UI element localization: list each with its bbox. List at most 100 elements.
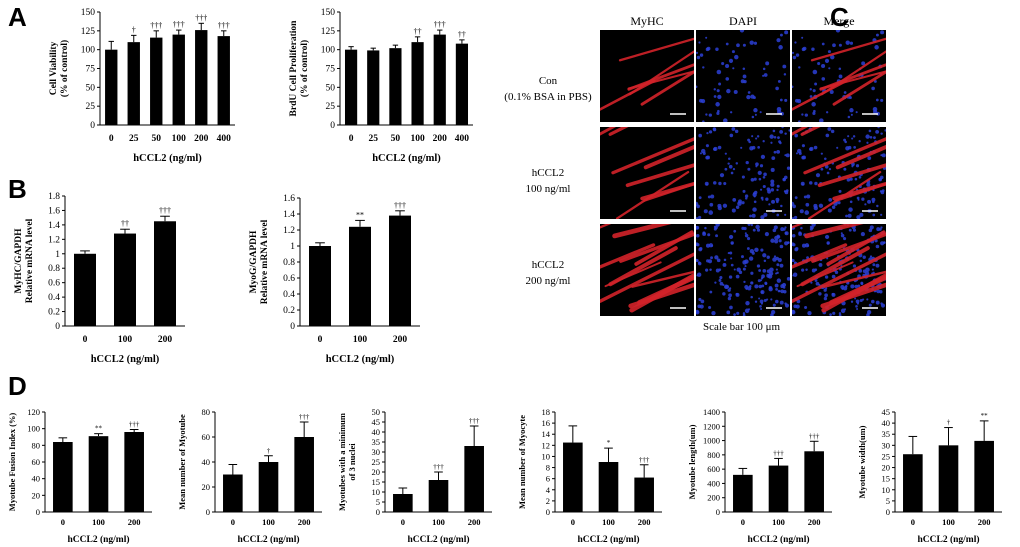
bar <box>195 30 208 125</box>
nucleus <box>776 38 781 43</box>
nucleus <box>776 271 779 275</box>
nucleus <box>733 268 736 271</box>
nucleus <box>805 202 810 207</box>
nucleus <box>785 153 790 158</box>
x-axis-title: hCCL2 (ng/ml) <box>326 354 395 365</box>
nucleus <box>850 284 855 289</box>
myotube <box>800 246 870 287</box>
nucleus <box>869 135 873 139</box>
nucleus <box>776 235 781 239</box>
y-tick-label: 10 <box>542 451 551 461</box>
nucleus <box>773 225 778 230</box>
nucleus <box>755 224 760 230</box>
nucleus <box>823 288 827 292</box>
nucleus <box>778 140 782 144</box>
myotube <box>835 144 886 170</box>
nucleus <box>749 214 752 218</box>
chart-b-myhc-gapdh: 0 0.2 0.4 0.6 0.8 1 1.2 1.4 1.6 1.8 0 †† 100 ††† 200 hC… <box>14 192 185 365</box>
myotube <box>810 37 886 62</box>
y-tick-label: 1.6 <box>48 206 60 216</box>
nucleus <box>847 115 851 119</box>
nucleus <box>707 233 711 237</box>
nucleus <box>705 155 709 160</box>
y-tick-label: 0.4 <box>48 293 60 303</box>
x-tick-label: 0 <box>741 517 745 527</box>
nucleus <box>749 40 754 45</box>
nucleus <box>812 89 816 93</box>
nucleus <box>812 69 818 75</box>
nucleus <box>731 127 736 131</box>
x-tick-label: 0 <box>911 517 915 527</box>
y-tick-label: 30 <box>372 447 381 457</box>
nucleus <box>818 292 822 296</box>
nucleus <box>829 313 832 316</box>
nucleus <box>792 204 796 209</box>
nucleus <box>770 167 775 172</box>
nucleus <box>709 290 713 294</box>
nucleus <box>774 299 779 304</box>
nucleus <box>761 198 764 201</box>
x-tick-label: 400 <box>455 134 470 144</box>
nucleus <box>717 109 720 113</box>
nucleus <box>780 227 785 232</box>
y-axis-title: Myotube Fusion Index (%) <box>7 413 17 512</box>
bar <box>223 474 243 512</box>
y-tick-label: 10 <box>372 487 381 497</box>
bar <box>563 442 583 512</box>
x-axis-title: hCCL2 (ng/ml) <box>407 534 469 545</box>
y-tick-label: 30 <box>882 440 891 450</box>
nucleus <box>848 228 852 232</box>
nucleus <box>785 189 789 192</box>
nucleus <box>698 215 702 219</box>
nucleus <box>772 129 776 133</box>
significance-mark: ††† <box>173 20 185 29</box>
nucleus <box>827 127 832 131</box>
column-header-myhc: MyHC <box>630 14 664 28</box>
y-tick-label: 20 <box>32 490 41 500</box>
bar <box>634 477 654 512</box>
x-tick-label: 100 <box>172 134 187 144</box>
nucleus <box>849 108 854 113</box>
nucleus <box>776 278 782 283</box>
nucleus <box>866 313 870 316</box>
nucleus <box>768 286 773 292</box>
nucleus <box>774 283 779 288</box>
column-header-dapi: DAPI <box>728 14 757 28</box>
nucleus <box>759 111 762 114</box>
row-label-200-line1: hCCL2 <box>531 259 565 271</box>
nucleus <box>855 305 858 308</box>
nucleus <box>861 61 866 66</box>
significance-mark: ††† <box>639 456 650 464</box>
nucleus <box>708 113 712 117</box>
nucleus <box>830 129 835 134</box>
x-tick-label: 100 <box>772 517 785 527</box>
nucleus <box>876 204 879 208</box>
nucleus <box>750 271 754 275</box>
nucleus <box>872 106 878 112</box>
nucleus <box>869 225 874 230</box>
nucleus <box>723 258 727 262</box>
y-tick-label: 20 <box>202 482 211 492</box>
nucleus <box>792 258 794 262</box>
nucleus <box>724 152 727 155</box>
nucleus <box>741 175 745 179</box>
nucleus <box>758 269 762 272</box>
nucleus <box>696 225 700 230</box>
nucleus <box>702 120 705 122</box>
nucleus <box>843 91 847 94</box>
nucleus <box>872 200 875 204</box>
nucleus <box>795 53 800 57</box>
nucleus <box>868 129 872 133</box>
nucleus <box>700 299 705 304</box>
nucleus <box>699 53 704 57</box>
y-tick-label: 0 <box>886 507 890 517</box>
y-tick-label: 0.4 <box>283 290 295 300</box>
nucleus <box>740 255 744 259</box>
micrograph-dapi-row2 <box>696 127 790 219</box>
significance-mark: ††† <box>159 206 171 215</box>
nucleus <box>717 205 722 211</box>
myotube <box>629 272 694 313</box>
nucleus <box>743 280 746 284</box>
nucleus <box>813 145 818 150</box>
bar <box>389 48 402 125</box>
